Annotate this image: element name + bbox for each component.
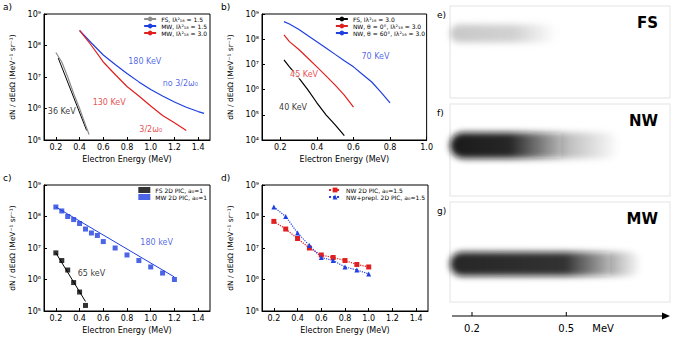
svg-text:130 KeV: 130 KeV: [93, 98, 127, 107]
svg-text:10⁷: 10⁷: [28, 244, 41, 253]
svg-text:0.8: 0.8: [384, 143, 397, 152]
svg-text:e): e): [437, 10, 446, 20]
svg-text:Electron Energy (MeV): Electron Energy (MeV): [300, 155, 389, 164]
svg-text:a): a): [3, 2, 12, 12]
svg-text:b): b): [221, 2, 230, 12]
svg-text:d): d): [221, 173, 230, 183]
svg-text:1.0: 1.0: [144, 143, 157, 152]
svg-text:0.2: 0.2: [267, 314, 280, 323]
svg-text:0.6: 0.6: [347, 143, 360, 152]
svg-text:10⁵: 10⁵: [246, 110, 259, 119]
svg-text:1.0: 1.0: [144, 314, 157, 323]
svg-text:0.4: 0.4: [311, 143, 324, 152]
svg-text:1.2: 1.2: [168, 143, 181, 152]
svg-text:10⁸: 10⁸: [246, 212, 259, 221]
svg-text:0.6: 0.6: [315, 314, 328, 323]
svg-text:10⁵: 10⁵: [246, 307, 259, 316]
svg-text:0.4: 0.4: [73, 314, 86, 323]
svg-text:180 keV: 180 keV: [140, 238, 173, 247]
svg-text:1.4: 1.4: [192, 314, 205, 323]
svg-text:c): c): [3, 173, 11, 183]
svg-text:1.4: 1.4: [410, 314, 423, 323]
svg-text:NW 2D PIC, a₀=1.5: NW 2D PIC, a₀=1.5: [346, 187, 403, 194]
svg-text:0.6: 0.6: [97, 143, 110, 152]
svg-text:10⁷: 10⁷: [28, 73, 41, 82]
svg-text:10⁶: 10⁶: [28, 275, 41, 284]
svg-text:10⁹: 10⁹: [28, 181, 41, 190]
svg-text:0.8: 0.8: [121, 143, 134, 152]
svg-text:10⁶: 10⁶: [28, 104, 41, 113]
svg-text:MW 2D PIC, a₀=1: MW 2D PIC, a₀=1: [155, 194, 207, 201]
svg-text:10⁹: 10⁹: [246, 10, 259, 19]
svg-text:1.0: 1.0: [362, 314, 375, 323]
svg-text:dN / dEdΩ (MeV⁻¹ sr⁻¹): dN / dEdΩ (MeV⁻¹ sr⁻¹): [226, 34, 235, 119]
svg-text:dN / dEdΩ (MeV⁻¹ sr⁻¹): dN / dEdΩ (MeV⁻¹ sr⁻¹): [8, 205, 17, 290]
svg-text:no 3/2ω₀: no 3/2ω₀: [163, 79, 198, 88]
svg-text:Electron Energy (MeV): Electron Energy (MeV): [300, 326, 389, 335]
svg-text:10⁵: 10⁵: [28, 307, 41, 316]
svg-text:FS: FS: [637, 14, 658, 32]
svg-text:dN / dEdΩ (MeV⁻¹ sr⁻¹): dN / dEdΩ (MeV⁻¹ sr⁻¹): [8, 34, 17, 119]
svg-text:MW, Iλ²₁₈ = 1.5: MW, Iλ²₁₈ = 1.5: [161, 23, 207, 30]
svg-text:1.2: 1.2: [386, 314, 399, 323]
svg-text:FS, Iλ²₁₈ = 1.5: FS, Iλ²₁₈ = 1.5: [161, 16, 203, 23]
svg-text:10⁹: 10⁹: [28, 10, 41, 19]
svg-text:NW+prepl. 2D PIC, a₀=1.5: NW+prepl. 2D PIC, a₀=1.5: [346, 194, 425, 202]
svg-text:1.2: 1.2: [168, 314, 181, 323]
svg-text:NW, θ = 60°, Iλ²₁₈ = 3.0: NW, θ = 60°, Iλ²₁₈ = 3.0: [353, 30, 425, 37]
svg-text:10⁹: 10⁹: [246, 181, 259, 190]
svg-text:180 KeV: 180 KeV: [128, 57, 162, 66]
svg-text:Electron Energy (MeV): Electron Energy (MeV): [82, 155, 171, 164]
svg-text:0.2: 0.2: [49, 143, 62, 152]
svg-text:0.5: 0.5: [558, 323, 574, 334]
svg-text:10⁸: 10⁸: [28, 41, 41, 50]
svg-text:36 KeV: 36 KeV: [48, 107, 76, 116]
svg-text:MW: MW: [627, 210, 659, 228]
svg-text:0.6: 0.6: [97, 314, 110, 323]
svg-text:NW, θ = 0°, Iλ²₁₈ = 3.0: NW, θ = 0°, Iλ²₁₈ = 3.0: [353, 23, 421, 30]
svg-text:MW, Iλ²₁₈ = 3.0: MW, Iλ²₁₈ = 3.0: [161, 30, 207, 37]
svg-text:FS, Iλ²₁₈ = 3.0: FS, Iλ²₁₈ = 3.0: [353, 16, 395, 23]
svg-text:10⁷: 10⁷: [246, 244, 259, 253]
svg-text:FS 2D PIC, a₀=1: FS 2D PIC, a₀=1: [155, 187, 203, 194]
svg-text:0.8: 0.8: [339, 314, 352, 323]
svg-text:3/2ω₀: 3/2ω₀: [139, 125, 162, 134]
svg-text:1.4: 1.4: [192, 143, 205, 152]
svg-text:1.0: 1.0: [420, 143, 433, 152]
svg-text:0.4: 0.4: [291, 314, 304, 323]
svg-text:0.2: 0.2: [49, 314, 62, 323]
svg-text:dN / dEdΩ (MeV⁻¹ sr⁻¹): dN / dEdΩ (MeV⁻¹ sr⁻¹): [226, 205, 235, 290]
svg-text:0.4: 0.4: [73, 143, 86, 152]
svg-text:10⁶: 10⁶: [246, 85, 259, 94]
svg-text:40 KeV: 40 KeV: [279, 103, 307, 112]
svg-text:10⁸: 10⁸: [28, 212, 41, 221]
svg-text:10⁷: 10⁷: [246, 60, 259, 69]
svg-text:0.8: 0.8: [121, 314, 134, 323]
svg-text:MeV: MeV: [592, 323, 614, 334]
svg-text:65 keV: 65 keV: [78, 269, 106, 278]
svg-text:10⁵: 10⁵: [28, 136, 41, 145]
svg-text:NW: NW: [629, 112, 659, 130]
svg-text:f): f): [437, 108, 444, 118]
svg-text:0.2: 0.2: [274, 143, 287, 152]
svg-text:70 KeV: 70 KeV: [361, 52, 389, 61]
svg-text:45 KeV: 45 KeV: [290, 70, 318, 79]
svg-text:10⁴: 10⁴: [246, 136, 259, 145]
svg-text:g): g): [437, 206, 446, 216]
svg-text:0.2: 0.2: [464, 323, 480, 334]
svg-text:Electron Energy (MeV): Electron Energy (MeV): [82, 326, 171, 335]
svg-text:10⁶: 10⁶: [246, 275, 259, 284]
svg-text:10⁸: 10⁸: [246, 35, 259, 44]
